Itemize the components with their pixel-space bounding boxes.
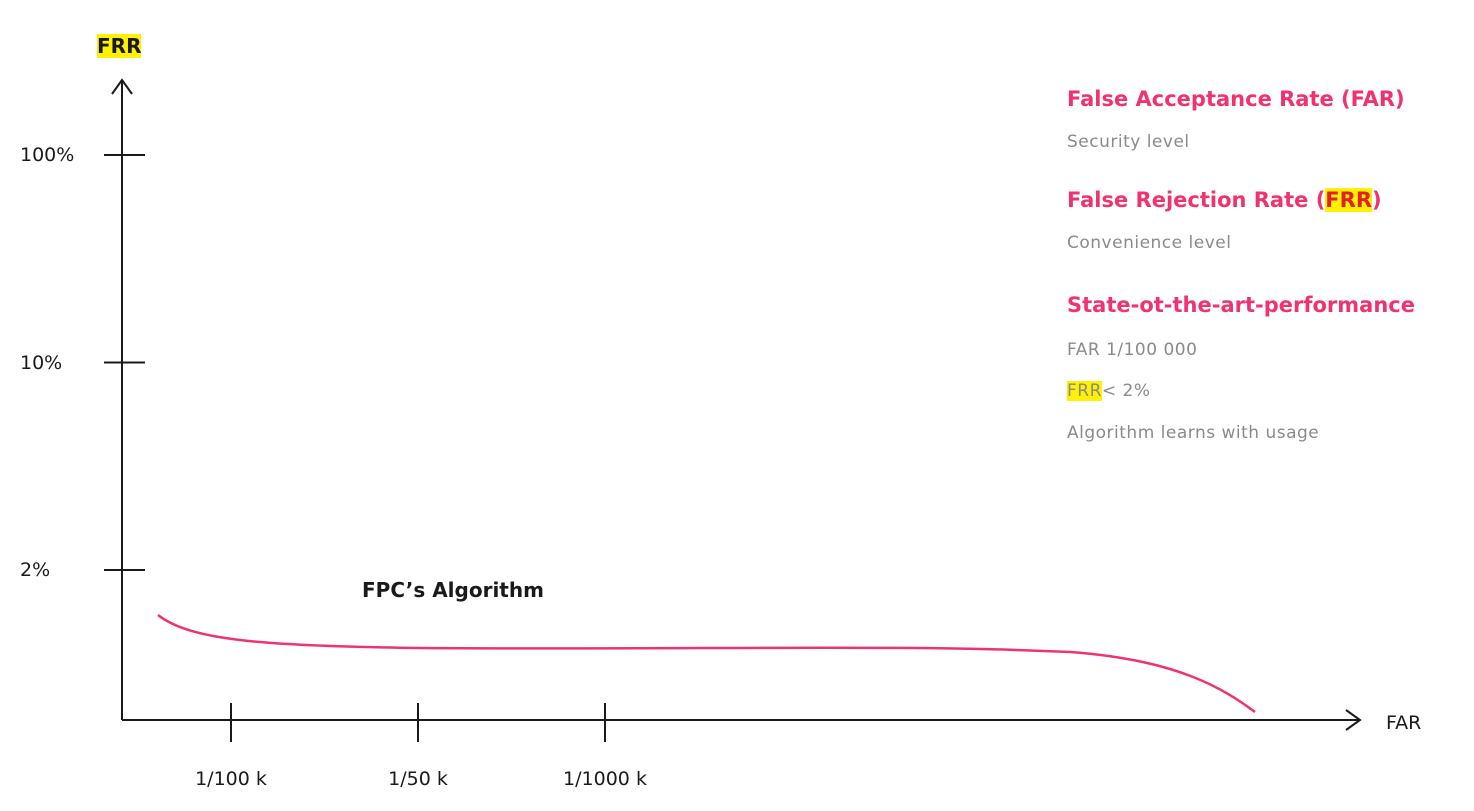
- note-heading: State-ot-the-art-performance: [1067, 293, 1415, 317]
- x-axis-label: FAR: [1386, 712, 1422, 734]
- x-tick-label: 1/100 k: [195, 768, 267, 790]
- y-tick-label: 2%: [20, 559, 51, 581]
- note-text: FAR 1/100 000: [1067, 340, 1198, 360]
- text-highlight: FRR: [1067, 381, 1102, 401]
- curve-label: FPC’s Algorithm: [362, 578, 544, 602]
- note-heading: False Acceptance Rate (FAR): [1067, 87, 1405, 111]
- y-axis-label-text: FRR: [97, 34, 142, 58]
- y-tick-label: 100%: [20, 144, 75, 166]
- x-tick-label: 1/50 k: [388, 768, 448, 790]
- y-tick-label: 10%: [20, 351, 63, 374]
- heading-part: False Rejection Rate (: [1067, 188, 1326, 212]
- note-heading: False Rejection Rate (FRR): [1067, 188, 1382, 212]
- heading-highlight: FRR: [1325, 188, 1372, 212]
- x-arrow: [1345, 709, 1362, 731]
- y-arrow: [111, 78, 133, 95]
- note-text: Security level: [1067, 132, 1190, 152]
- heading-part: ): [1371, 188, 1382, 212]
- note-text: FRR< 2%: [1067, 381, 1151, 401]
- note-text: Convenience level: [1067, 233, 1232, 253]
- text-part: < 2%: [1101, 381, 1151, 401]
- x-tick-label: 1/1000 k: [563, 768, 647, 790]
- y-axis-label: FRR: [97, 34, 142, 58]
- note-text: Algorithm learns with usage: [1067, 423, 1320, 443]
- curve: [157, 614, 1256, 714]
